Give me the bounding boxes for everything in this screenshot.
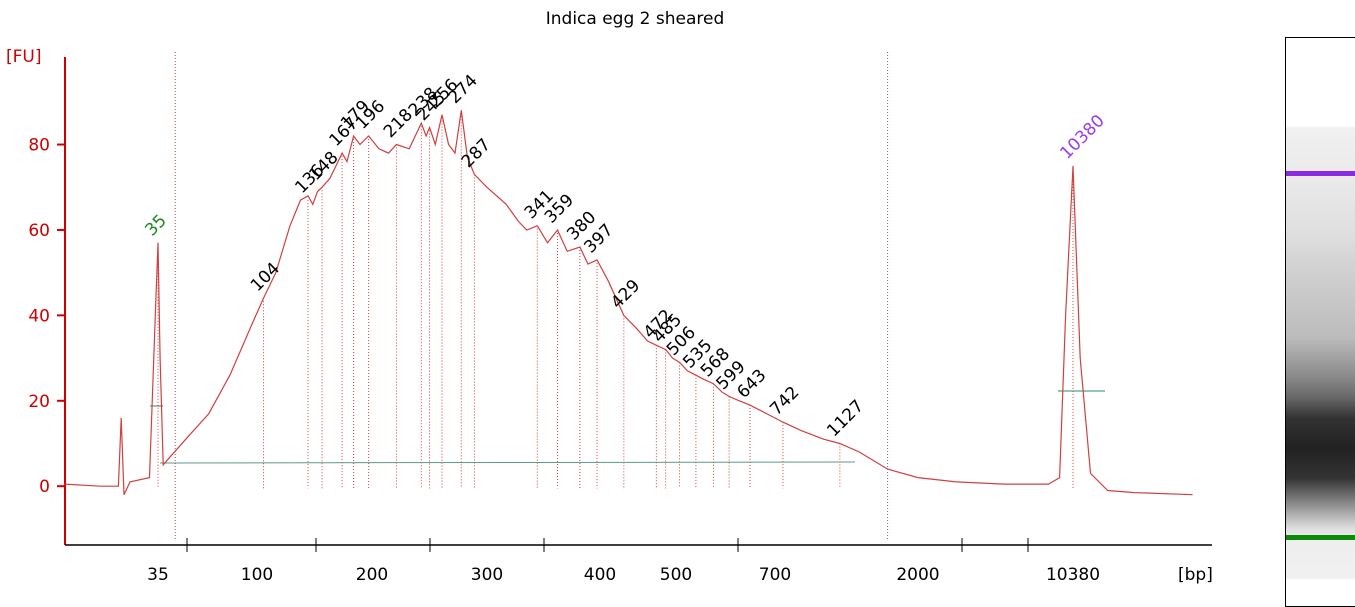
x-tick-label: 2000 xyxy=(896,565,939,585)
x-axis-label: [bp] xyxy=(1178,565,1213,585)
peak-label: 35 xyxy=(141,211,170,240)
x-tick-label: 400 xyxy=(584,565,616,585)
y-tick-label: 80 xyxy=(28,136,50,156)
x-tick-label: 35 xyxy=(147,565,169,585)
gel-band-upper xyxy=(1286,171,1355,176)
peak-label: 742 xyxy=(766,383,803,420)
x-tick-label: 700 xyxy=(759,565,791,585)
baseline xyxy=(159,461,856,464)
y-axis-label: [FU] xyxy=(6,47,42,67)
minor-ticks xyxy=(186,538,1029,552)
x-tick-label: 10380 xyxy=(1046,565,1100,585)
peak-label: 274 xyxy=(445,71,482,108)
gel-band-lower xyxy=(1286,535,1355,540)
x-tick-label: 500 xyxy=(660,565,692,585)
gel-lane xyxy=(1285,37,1355,607)
peak-label: 429 xyxy=(607,276,644,313)
peak-label: 287 xyxy=(458,135,495,172)
x-tick-label: 100 xyxy=(241,565,273,585)
chart: Indica egg 2 sheared [FU] [bp] 0 20 40 60 80… xyxy=(6,9,1213,585)
y-tick-label: 20 xyxy=(28,392,50,412)
trace xyxy=(64,110,1193,496)
y-tick-label: 0 xyxy=(39,477,50,497)
x-tick-label: 200 xyxy=(356,565,388,585)
y-tick-label: 60 xyxy=(28,221,50,241)
peak-label: 1127 xyxy=(823,396,868,441)
peak-label: 10380 xyxy=(1056,111,1108,163)
y-tick-label: 40 xyxy=(28,306,50,326)
chart-title: Indica egg 2 sheared xyxy=(546,9,725,29)
x-tick-label: 300 xyxy=(471,565,503,585)
